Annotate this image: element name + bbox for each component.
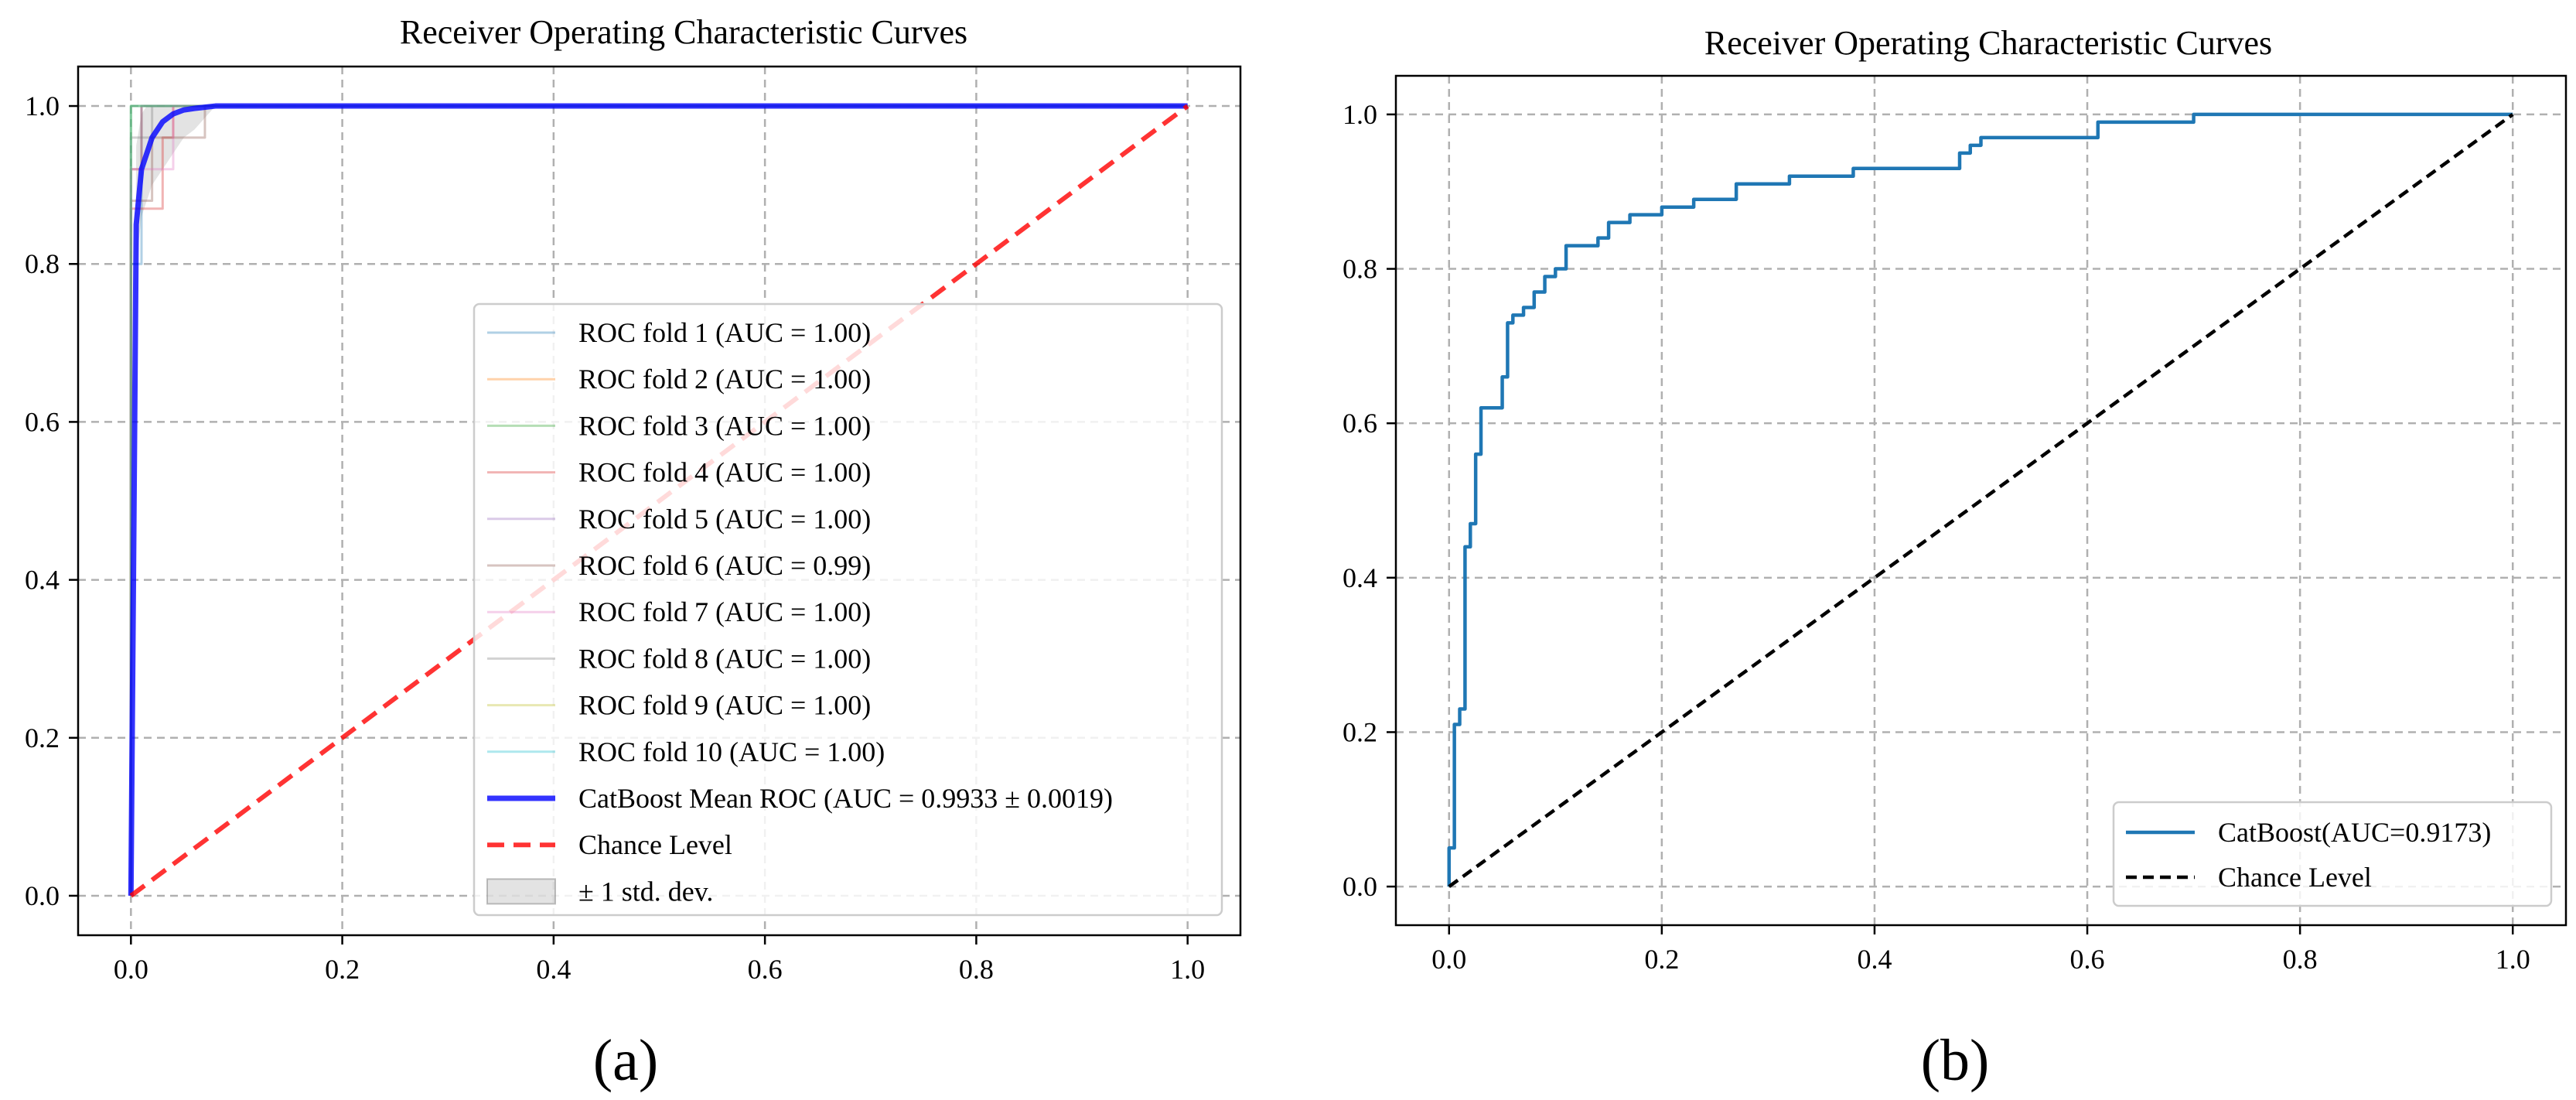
panel-label-b: (b) [1921, 1028, 1990, 1093]
legend-label: ROC fold 3 (AUC = 1.00) [578, 410, 871, 441]
legend-label: ROC fold 7 (AUC = 1.00) [578, 596, 871, 627]
x-tick-label: 0.8 [959, 954, 994, 985]
y-tick-label: 0.6 [25, 406, 60, 437]
legend-label: ROC fold 4 (AUC = 1.00) [578, 457, 871, 488]
legend-label: ROC fold 5 (AUC = 1.00) [578, 504, 871, 535]
legend-label: CatBoost(AUC=0.9173) [2218, 817, 2491, 848]
legend-label: ± 1 std. dev. [578, 876, 713, 907]
legend-label: ROC fold 10 (AUC = 1.00) [578, 736, 885, 767]
x-tick-label: 0.0 [1431, 944, 1466, 975]
x-tick-label: 0.4 [536, 954, 571, 985]
legend-box-a [473, 302, 1223, 917]
y-tick-label: 1.0 [1343, 99, 1377, 130]
chart-title-b: Receiver Operating Characteristic Curves [1704, 24, 2272, 62]
series-line [128, 103, 1188, 896]
legend-label: ROC fold 8 (AUC = 1.00) [578, 643, 871, 674]
y-tick-label: 0.8 [25, 248, 60, 279]
legend-label: ROC fold 6 (AUC = 0.99) [578, 550, 871, 581]
series-a [128, 103, 1189, 898]
legend-b: CatBoost(AUC=0.9173) Chance Level [2112, 801, 2553, 907]
legend-label: Chance Level [2218, 862, 2372, 893]
y-tick-label: 0.4 [1343, 562, 1377, 593]
legend-label: ROC fold 1 (AUC = 1.00) [578, 317, 871, 348]
legend-label: CatBoost Mean ROC (AUC = 0.9933 ± 0.0019… [578, 783, 1113, 814]
series-b [1447, 112, 2514, 888]
y-tick-label: 0.6 [1343, 408, 1377, 439]
x-axis-a: 0.0 0.2 0.4 0.6 0.8 1.0 [114, 935, 1205, 985]
x-tick-label: 0.8 [2283, 944, 2318, 975]
y-tick-label: 0.0 [1343, 871, 1377, 902]
y-axis-a: 0.0 0.2 0.4 0.6 0.8 1.0 [25, 91, 78, 911]
legend-label: ROC fold 9 (AUC = 1.00) [578, 690, 871, 721]
chart-title-a: Receiver Operating Characteristic Curves [400, 13, 967, 51]
series-line [1447, 112, 2513, 887]
y-axis-b: 0.0 0.2 0.4 0.6 0.8 1.0 [1343, 99, 1396, 902]
x-tick-label: 0.6 [2070, 944, 2105, 975]
y-tick-label: 0.4 [25, 565, 60, 596]
panel-label-a: (a) [593, 1028, 658, 1093]
plot-frame-a [77, 65, 1242, 937]
x-tick-label: 0.4 [1857, 944, 1892, 975]
y-tick-label: 1.0 [25, 91, 60, 121]
x-tick-label: 1.0 [1170, 954, 1205, 985]
legend-label: ROC fold 2 (AUC = 1.00) [578, 364, 871, 395]
y-tick-label: 0.8 [1343, 254, 1377, 285]
x-tick-label: 0.0 [114, 954, 148, 985]
series-line [129, 104, 1188, 896]
y-tick-label: 0.2 [25, 723, 60, 753]
series-line [1448, 113, 2514, 888]
y-tick-label: 0.2 [1343, 716, 1377, 747]
legend-label: Chance Level [578, 829, 732, 860]
legend-a: ROC fold 1 (AUC = 1.00) ROC fold 2 (AUC =… [473, 302, 1223, 917]
x-tick-label: 1.0 [2496, 944, 2530, 975]
chart-panel-a: Receiver Operating Characteristic Curves… [25, 13, 1242, 985]
x-tick-label: 0.2 [1644, 944, 1679, 975]
x-axis-b: 0.0 0.2 0.4 0.6 0.8 1.0 [1431, 925, 2530, 975]
legend-box-b [2112, 801, 2553, 907]
x-tick-label: 0.2 [325, 954, 360, 985]
chart-panel-b: Receiver Operating Characteristic Curves… [1343, 24, 2567, 975]
legend-swatch [486, 878, 556, 905]
x-tick-label: 0.6 [748, 954, 783, 985]
y-tick-label: 0.0 [25, 880, 60, 911]
plot-frame-b [1394, 74, 2567, 927]
